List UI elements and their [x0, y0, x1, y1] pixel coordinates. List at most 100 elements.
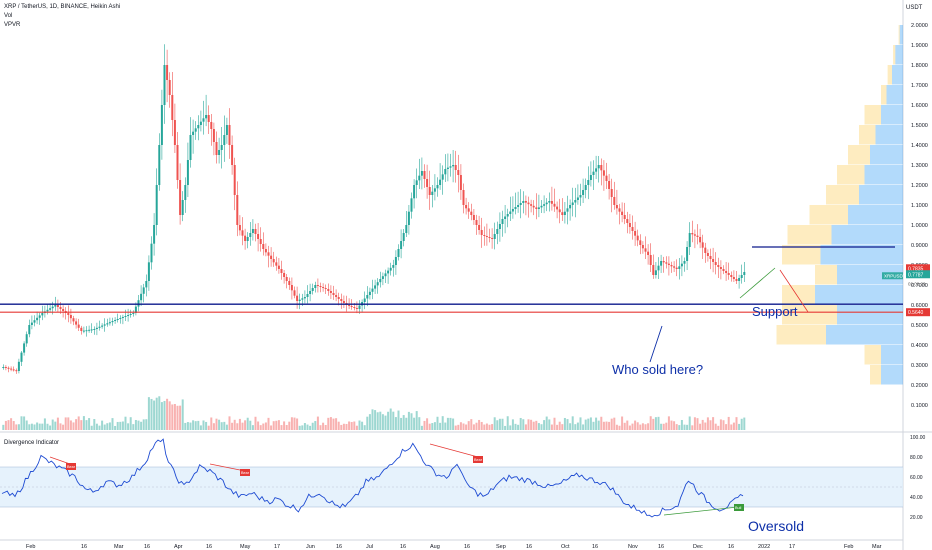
price-tick-label: 1.0000 — [911, 223, 928, 229]
vp-row-up — [898, 25, 900, 45]
volume-bar — [106, 423, 109, 430]
volume-bar — [545, 416, 548, 430]
candle-body — [77, 324, 80, 328]
candle-body — [106, 323, 109, 325]
volume-bar — [155, 397, 158, 430]
red-price-tag: 0.7835 — [908, 266, 924, 272]
volume-bar — [579, 417, 582, 430]
volume-bar — [628, 425, 631, 430]
volume-bar — [140, 421, 143, 430]
vp-row-up — [782, 285, 815, 305]
candle-body — [184, 185, 187, 200]
candle-body — [688, 233, 691, 247]
volume-bar — [436, 416, 439, 430]
volume-bar — [280, 425, 283, 430]
volume-bar — [231, 422, 234, 430]
candle-body — [90, 329, 93, 331]
candle-body — [246, 237, 249, 241]
volume-bar — [498, 418, 501, 430]
candle-body — [176, 145, 179, 180]
candle-body — [459, 175, 462, 190]
volume-bar — [379, 411, 382, 430]
volume-profile — [776, 25, 903, 385]
candle-body — [207, 115, 210, 122]
volume-bar — [561, 424, 564, 430]
candle-body — [527, 202, 530, 205]
volume-bar — [192, 420, 195, 430]
candle-body — [704, 247, 707, 253]
candle-body — [574, 200, 577, 203]
candle-body — [23, 343, 26, 353]
candle-body — [288, 281, 291, 285]
vol-label: Vol — [4, 13, 13, 19]
price-tick-label: 0.6000 — [911, 303, 928, 309]
candle-body — [124, 316, 127, 317]
candle-body — [194, 128, 197, 132]
candle-body — [444, 169, 447, 175]
volume-bar — [199, 425, 202, 430]
volume-bar — [181, 399, 184, 430]
volume-bar — [75, 419, 78, 430]
volume-bar — [641, 423, 644, 430]
candle-body — [392, 265, 395, 268]
volume-bar — [556, 424, 559, 430]
candle-body — [290, 285, 293, 291]
candle-body — [678, 266, 681, 269]
candle-body — [12, 369, 15, 371]
volume-bar — [613, 417, 616, 430]
candle-body — [491, 238, 494, 239]
time-tick-label: 16 — [728, 544, 734, 550]
candle-body — [153, 225, 156, 244]
time-tick-label: Feb — [844, 544, 853, 550]
volume-bar — [36, 422, 39, 430]
candle-body — [530, 204, 533, 206]
volume-bar — [730, 424, 733, 430]
chart-title: XRP / TetherUS, 1D, BINANCE, Heikin Ashi — [4, 4, 121, 10]
volume-bar — [467, 421, 470, 430]
volume-bar — [444, 422, 447, 430]
volume-bar — [582, 424, 585, 430]
volume-bar — [28, 424, 31, 430]
volume-bar — [727, 416, 730, 430]
volume-bar — [179, 405, 182, 430]
candle-body — [563, 211, 566, 215]
candle-body — [114, 320, 117, 321]
candle-body — [717, 265, 720, 267]
volume-bar — [218, 419, 221, 430]
candle-body — [556, 206, 559, 210]
candle-body — [470, 211, 473, 215]
candle-body — [667, 263, 670, 265]
candle-body — [537, 207, 540, 209]
volume-bar — [17, 424, 20, 430]
volume-bar — [207, 425, 210, 430]
who-sold-arrow — [649, 325, 663, 363]
candle-body — [410, 198, 413, 212]
candle-body — [202, 118, 205, 122]
candle-body — [709, 256, 712, 259]
volume-bar — [184, 422, 187, 430]
vp-row-down — [815, 285, 903, 305]
volume-bar — [644, 424, 647, 430]
volume-bar — [402, 415, 405, 430]
time-tick-label: 17 — [274, 544, 280, 550]
volume-bar — [537, 423, 540, 430]
volume-bar — [704, 422, 707, 430]
candle-body — [595, 168, 598, 172]
volume-bar — [2, 424, 5, 430]
volume-bar — [72, 422, 75, 430]
price-tick-label: 1.3000 — [911, 163, 928, 169]
candle-body — [465, 205, 468, 209]
time-tick-label: Aug — [430, 544, 440, 550]
red-price-tag-bg — [906, 264, 930, 273]
volume-bar — [296, 418, 299, 430]
volume-bar — [23, 416, 26, 430]
time-tick-label: Oct — [561, 544, 570, 550]
candle-body — [350, 306, 353, 307]
candle-body — [423, 171, 426, 179]
current-price-tag: 0.7787 — [908, 272, 924, 278]
volume-bar — [353, 421, 356, 430]
volume-bar — [717, 425, 720, 430]
candle-body — [714, 262, 717, 265]
candle-body — [722, 269, 725, 271]
